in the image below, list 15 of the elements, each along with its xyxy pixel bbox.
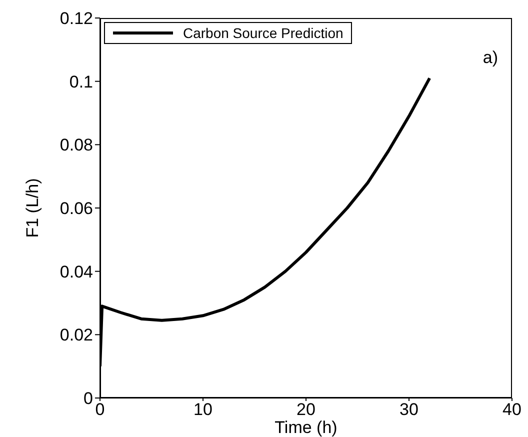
y-tick-label: 0.04 [60,262,93,282]
y-tick-label: 0.02 [60,326,93,345]
y-tick-label: 0.06 [60,199,93,218]
annotation: a) [482,48,498,68]
y-tick-label: 0.1 [69,72,93,92]
legend-label: Carbon Source Prediction [183,25,344,41]
y-tick-label: 0.08 [60,136,93,155]
x-tick-label: 0 [95,400,105,420]
x-axis-title: Time (h) [274,418,338,437]
y-axis-title: F1 (L/h) [23,178,42,238]
x-tick-label: 30 [400,400,418,420]
x-tick-label: 40 [502,400,522,420]
x-tick-label: 10 [194,400,212,420]
x-tick-label: 20 [296,400,316,420]
y-tick-label: 0.12 [60,9,93,28]
